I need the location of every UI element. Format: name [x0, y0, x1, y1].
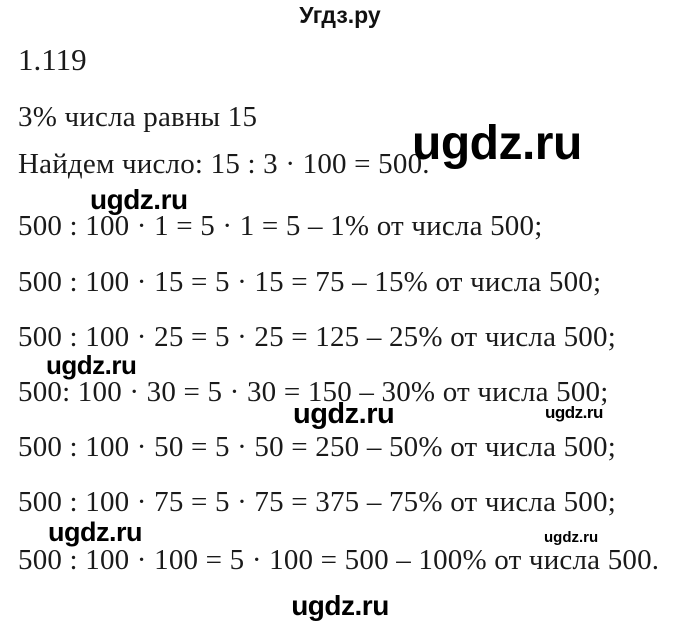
equation-line-2: 500 : 100 · 15 = 5 · 15 = 75 – 15% от чи… — [18, 266, 602, 298]
footer-site-label: ugdz.ru — [291, 590, 389, 621]
equation-line-7: 500 : 100 · 100 = 5 · 100 = 500 – 100% о… — [18, 544, 660, 576]
watermark-mid-left: ugdz.ru — [46, 350, 137, 380]
equation-line-6: 500 : 100 · 75 = 5 · 75 = 375 – 75% от ч… — [18, 486, 616, 518]
equation-line-1: 500 : 100 · 1 = 5 · 1 = 5 – 1% от числа … — [18, 210, 543, 242]
equation-line-5: 500 : 100 · 50 = 5 · 50 = 250 – 50% от ч… — [18, 431, 616, 463]
equation-line-3: 500 : 100 · 25 = 5 · 25 = 125 – 25% от ч… — [18, 321, 616, 353]
given-statement: 3% числа равны 15 — [18, 101, 258, 133]
watermark-mid-right-small: ugdz.ru — [545, 403, 603, 422]
problem-number: 1.119 — [18, 42, 87, 77]
site-title: Угдз.ру — [299, 2, 381, 28]
equation-line-4: 500: 100 · 30 = 5 · 30 = 150 – 30% от чи… — [18, 376, 609, 408]
watermark-mid-center: ugdz.ru — [293, 398, 395, 430]
watermark-bottom-left: ugdz.ru — [48, 517, 142, 547]
watermark-under-intro: ugdz.ru — [90, 184, 188, 215]
solution-intro: Найдем число: 15 : 3 · 100 = 500. — [18, 148, 430, 180]
watermark-bottom-right-small: ugdz.ru — [544, 529, 599, 546]
watermark-large: ugdz.ru — [412, 117, 582, 170]
